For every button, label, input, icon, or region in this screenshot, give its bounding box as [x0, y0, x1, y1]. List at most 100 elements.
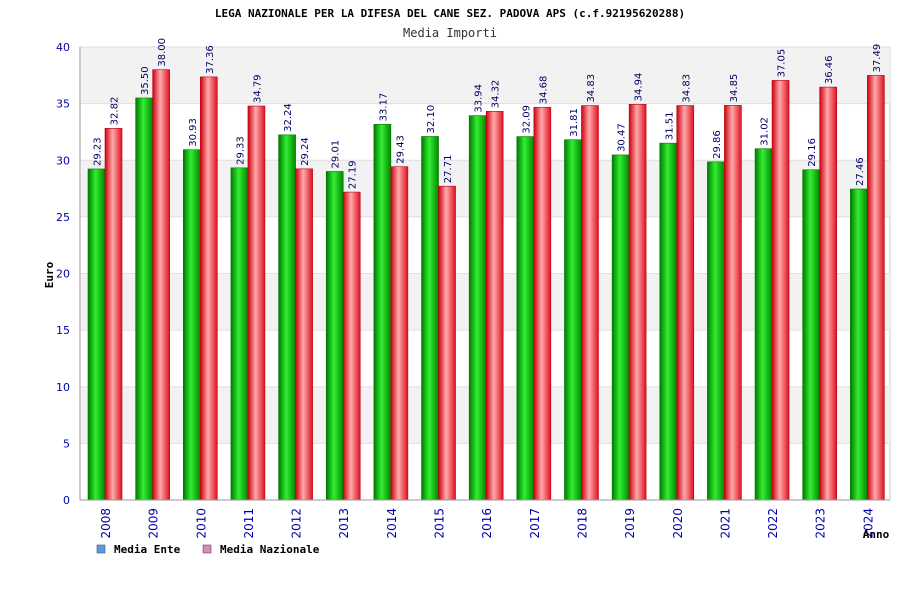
data-label: 29.86 — [712, 130, 723, 159]
y-tick-label: 0 — [63, 494, 70, 507]
bar-media-ente — [87, 168, 106, 501]
x-tick-label: 2011 — [242, 508, 256, 539]
data-label: 33.17 — [378, 93, 389, 122]
x-tick-label: 2018 — [575, 508, 589, 539]
bar-media-nazionale — [724, 105, 742, 501]
x-tick-label: 2021 — [718, 508, 732, 539]
bar-media-ente — [802, 169, 821, 501]
data-label: 35.50 — [140, 66, 151, 95]
bar-media-ente — [754, 148, 773, 501]
bar-media-nazionale — [676, 105, 695, 501]
data-label: 36.46 — [824, 55, 835, 84]
data-label: 34.94 — [634, 73, 645, 102]
data-label: 34.68 — [538, 76, 549, 105]
y-tick-label: 15 — [56, 324, 70, 337]
bar-media-nazionale — [485, 111, 504, 501]
data-label: 27.71 — [443, 155, 454, 184]
legend-swatch-media-ente — [96, 544, 106, 554]
x-tick-label: 2015 — [433, 508, 447, 539]
bars — [87, 69, 885, 501]
bar-media-nazionale — [342, 191, 361, 501]
bar-media-ente — [707, 161, 725, 501]
y-tick-label: 5 — [63, 437, 70, 450]
bar-media-nazionale — [438, 185, 456, 501]
y-tick-label: 25 — [56, 211, 70, 224]
x-tick-label: 2012 — [290, 508, 304, 539]
data-label: 27.46 — [855, 157, 866, 186]
x-tick-label: 2016 — [480, 508, 494, 539]
x-tick-label: 2019 — [623, 508, 637, 539]
data-label: 38.00 — [157, 38, 168, 67]
bar-media-ente — [278, 134, 296, 501]
y-tick-label: 35 — [56, 98, 70, 111]
data-label: 34.79 — [252, 74, 263, 103]
bar-media-nazionale — [152, 69, 170, 501]
data-label: 32.10 — [426, 105, 437, 134]
x-tick-label: 2009 — [147, 508, 161, 539]
bar-media-nazionale — [533, 106, 552, 501]
bar-media-ente — [421, 136, 439, 501]
data-label: 34.85 — [729, 74, 740, 103]
data-label: 29.43 — [395, 135, 406, 164]
data-label: 34.83 — [681, 74, 692, 103]
data-label: 29.33 — [235, 136, 246, 165]
x-tick-label: 2010 — [194, 508, 208, 539]
chart-title: LEGA NAZIONALE PER LA DIFESA DEL CANE SE… — [215, 7, 685, 20]
bar-media-nazionale — [771, 80, 790, 501]
data-label: 30.93 — [188, 118, 199, 147]
x-tick-label: 2017 — [528, 508, 542, 539]
legend-label-media-ente: Media Ente — [114, 543, 181, 556]
bar-media-ente — [850, 188, 868, 501]
bar-media-nazionale — [295, 168, 313, 501]
bar-media-ente — [182, 149, 201, 501]
x-tick-label: 2013 — [337, 508, 351, 539]
bar-media-nazionale — [628, 104, 647, 501]
data-label: 31.81 — [569, 108, 580, 137]
data-label: 30.47 — [617, 123, 628, 152]
bar-media-ente — [564, 139, 582, 501]
data-label: 37.05 — [777, 49, 788, 78]
data-label: 29.16 — [807, 138, 818, 167]
data-label: 34.32 — [491, 80, 502, 109]
bar-media-ente — [230, 167, 249, 501]
bar-media-ente — [325, 171, 344, 501]
legend-label-media-nazionale: Media Nazionale — [220, 543, 320, 556]
x-tick-label: 2020 — [671, 508, 685, 539]
data-label: 32.24 — [283, 103, 294, 132]
y-tick-label: 30 — [56, 154, 70, 167]
y-tick-label: 10 — [56, 381, 70, 394]
data-label: 27.19 — [348, 160, 359, 189]
x-tick-label: 2008 — [99, 508, 113, 539]
bar-media-nazionale — [581, 105, 599, 501]
data-label: 37.49 — [872, 44, 883, 73]
x-axis-label: Anno — [863, 528, 890, 541]
bar-media-ente — [659, 142, 678, 501]
data-label: 31.51 — [664, 112, 675, 141]
legend-swatch-media-nazionale — [202, 544, 212, 554]
bar-media-ente — [135, 97, 153, 501]
bar-media-nazionale — [390, 166, 409, 501]
x-tick-label: 2024 — [861, 508, 875, 539]
data-label: 29.24 — [300, 137, 311, 166]
y-tick-labels: 0 5 10 15 20 25 30 35 40 — [56, 41, 70, 507]
bar-media-ente — [516, 136, 535, 501]
y-tick-label: 40 — [56, 41, 70, 54]
data-label: 29.23 — [93, 137, 104, 166]
x-tick-label: 2022 — [766, 508, 780, 539]
x-tick-label: 2023 — [814, 508, 828, 539]
x-tick-labels: 2008 2009 2010 2011 2012 2013 2014 2015 2016 2017… — [99, 508, 875, 539]
data-labels: 29.23 32.82 35.50 38.00 30.93 37.36 29.33 34.79… — [93, 38, 883, 189]
chart-subtitle: Media Importi — [403, 26, 497, 40]
bar-media-ente — [373, 124, 392, 501]
bar-media-nazionale — [104, 128, 123, 501]
data-label: 32.82 — [110, 97, 121, 126]
data-label: 37.36 — [205, 45, 216, 74]
bar-media-nazionale — [867, 75, 885, 501]
data-label: 32.09 — [521, 105, 532, 134]
bar-media-nazionale — [199, 76, 218, 501]
legend: Media Ente Media Nazionale — [96, 543, 320, 556]
bar-media-nazionale — [819, 86, 838, 501]
bar-media-ente — [468, 115, 487, 501]
bar-media-nazionale — [247, 105, 266, 501]
